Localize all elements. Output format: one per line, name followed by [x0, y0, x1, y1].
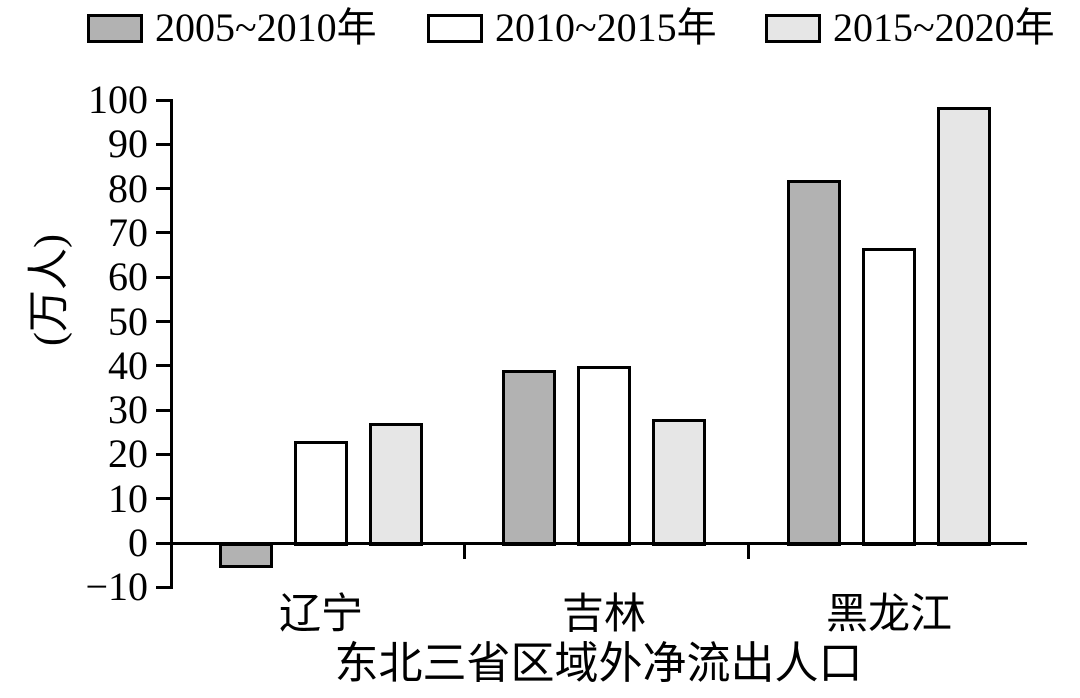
bar [294, 441, 348, 546]
y-tick-label: 70 [108, 210, 148, 255]
x-tick [463, 545, 466, 559]
y-tick-label: 30 [108, 387, 148, 432]
y-tick-label: 60 [108, 254, 148, 299]
y-tick-label: 0 [128, 520, 148, 565]
bar [577, 366, 631, 546]
legend-swatch [427, 13, 483, 43]
y-tick [156, 409, 170, 412]
y-tick-label: −10 [85, 564, 148, 609]
y-tick-label: 50 [108, 299, 148, 344]
legend-item: 2010~2015年 [427, 6, 717, 50]
bar [937, 107, 991, 546]
y-tick [156, 497, 170, 500]
y-axis-line [170, 99, 173, 589]
bar [862, 248, 916, 546]
legend-swatch [765, 13, 821, 43]
y-tick [156, 453, 170, 456]
legend-label: 2010~2015年 [495, 5, 717, 50]
y-tick [156, 542, 170, 545]
y-tick-label: 100 [88, 77, 148, 122]
y-tick-label: 90 [108, 121, 148, 166]
y-tick [156, 187, 170, 190]
y-tick [156, 143, 170, 146]
x-category-label: 黑龙江 [825, 592, 952, 638]
x-category-label: 吉林 [561, 592, 646, 638]
x-category-label: 辽宁 [278, 592, 363, 638]
y-tick [156, 99, 170, 102]
y-tick [156, 231, 170, 234]
legend-label: 2005~2010年 [155, 5, 377, 50]
y-axis-label: (万人) [27, 234, 73, 346]
y-tick [156, 276, 170, 279]
y-tick [156, 364, 170, 367]
bar [652, 419, 706, 546]
y-tick [156, 320, 170, 323]
bar [369, 423, 423, 546]
legend-item: 2005~2010年 [87, 6, 377, 50]
legend-item: 2015~2020年 [765, 6, 1055, 50]
y-tick-label: 20 [108, 431, 148, 476]
chart-title: 东北三省区域外净流出人口 [334, 639, 863, 688]
y-tick [156, 586, 170, 589]
x-tick [747, 545, 750, 559]
x-axis-line [170, 542, 1027, 545]
bar [787, 180, 841, 546]
bar [502, 370, 556, 546]
legend-label: 2015~2020年 [833, 5, 1055, 50]
y-tick-label: 10 [108, 476, 148, 521]
legend-swatch [87, 13, 143, 43]
y-tick-label: 40 [108, 343, 148, 388]
bar [219, 543, 273, 568]
y-tick-label: 80 [108, 166, 148, 211]
